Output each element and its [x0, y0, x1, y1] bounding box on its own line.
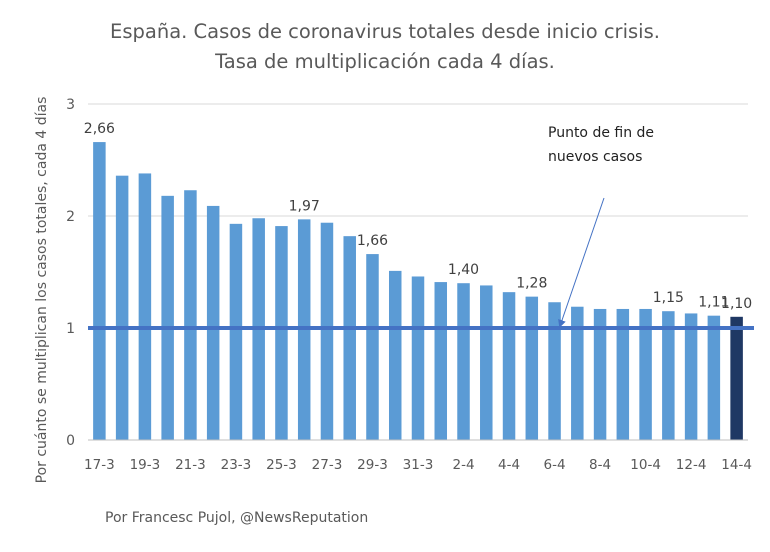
bar [616, 308, 630, 440]
bar [343, 236, 356, 440]
x-tick-label: 29-3 [357, 457, 388, 473]
bar [93, 142, 106, 440]
chart-title-line1: España. Casos de coronavirus totales des… [110, 20, 660, 43]
x-tick-label: 2-4 [452, 457, 474, 473]
data-label: 1,97 [289, 198, 320, 214]
x-tick-label: 10-4 [630, 457, 661, 473]
x-tick-label: 31-3 [403, 457, 434, 473]
annotation-line2: nuevos casos [548, 149, 643, 165]
bar [229, 223, 243, 440]
y-tick-label: 0 [66, 433, 75, 449]
x-tick-label: 4-4 [498, 457, 520, 473]
bar [138, 173, 152, 440]
bar [411, 276, 425, 440]
y-tick-label: 1 [66, 321, 75, 337]
data-label: 1,28 [516, 276, 547, 292]
annotation: Punto de fin de nuevos casos [548, 121, 654, 169]
y-tick-label: 2 [66, 209, 75, 225]
data-label: 1,15 [653, 290, 684, 306]
x-tick-label: 27-3 [312, 457, 343, 473]
bar [502, 292, 516, 440]
x-tick-label: 12-4 [676, 457, 707, 473]
data-label: 2,66 [84, 121, 115, 137]
x-tick-label: 17-3 [84, 457, 115, 473]
bar [320, 222, 334, 440]
annotation-line1: Punto de fin de [548, 125, 655, 141]
x-tick-label: 14-4 [721, 457, 752, 473]
x-tick-label: 21-3 [175, 457, 206, 473]
bar [161, 195, 174, 440]
bar [571, 306, 584, 440]
bar [593, 308, 607, 440]
data-label: 1,10 [721, 296, 752, 312]
bar [480, 285, 493, 440]
bar [639, 308, 652, 440]
bar [366, 254, 379, 440]
bar [184, 190, 197, 440]
bar [525, 296, 539, 440]
bar [115, 175, 129, 440]
chart-title-line2: Tasa de multiplicación cada 4 días. [215, 50, 555, 73]
x-tick-label: 25-3 [266, 457, 297, 473]
credit-text: Por Francesc Pujol, @NewsReputation [105, 510, 369, 526]
bar [707, 315, 721, 440]
y-tick-label: 3 [66, 97, 75, 113]
bar [206, 205, 220, 440]
bar [684, 313, 698, 440]
bar [457, 283, 470, 440]
x-tick-label: 6-4 [544, 457, 566, 473]
x-tick-label: 23-3 [221, 457, 252, 473]
bar [730, 316, 743, 440]
bar [434, 282, 448, 440]
x-tick-label: 8-4 [589, 457, 611, 473]
data-label: 1,40 [448, 262, 479, 278]
bar [548, 302, 561, 440]
data-label: 1,11 [698, 295, 729, 311]
annotation-arrow [558, 197, 605, 328]
bar [388, 270, 402, 440]
bar [662, 311, 675, 440]
bar [275, 226, 288, 440]
x-tick-label: 19-3 [130, 457, 161, 473]
data-label: 1,66 [357, 233, 388, 249]
